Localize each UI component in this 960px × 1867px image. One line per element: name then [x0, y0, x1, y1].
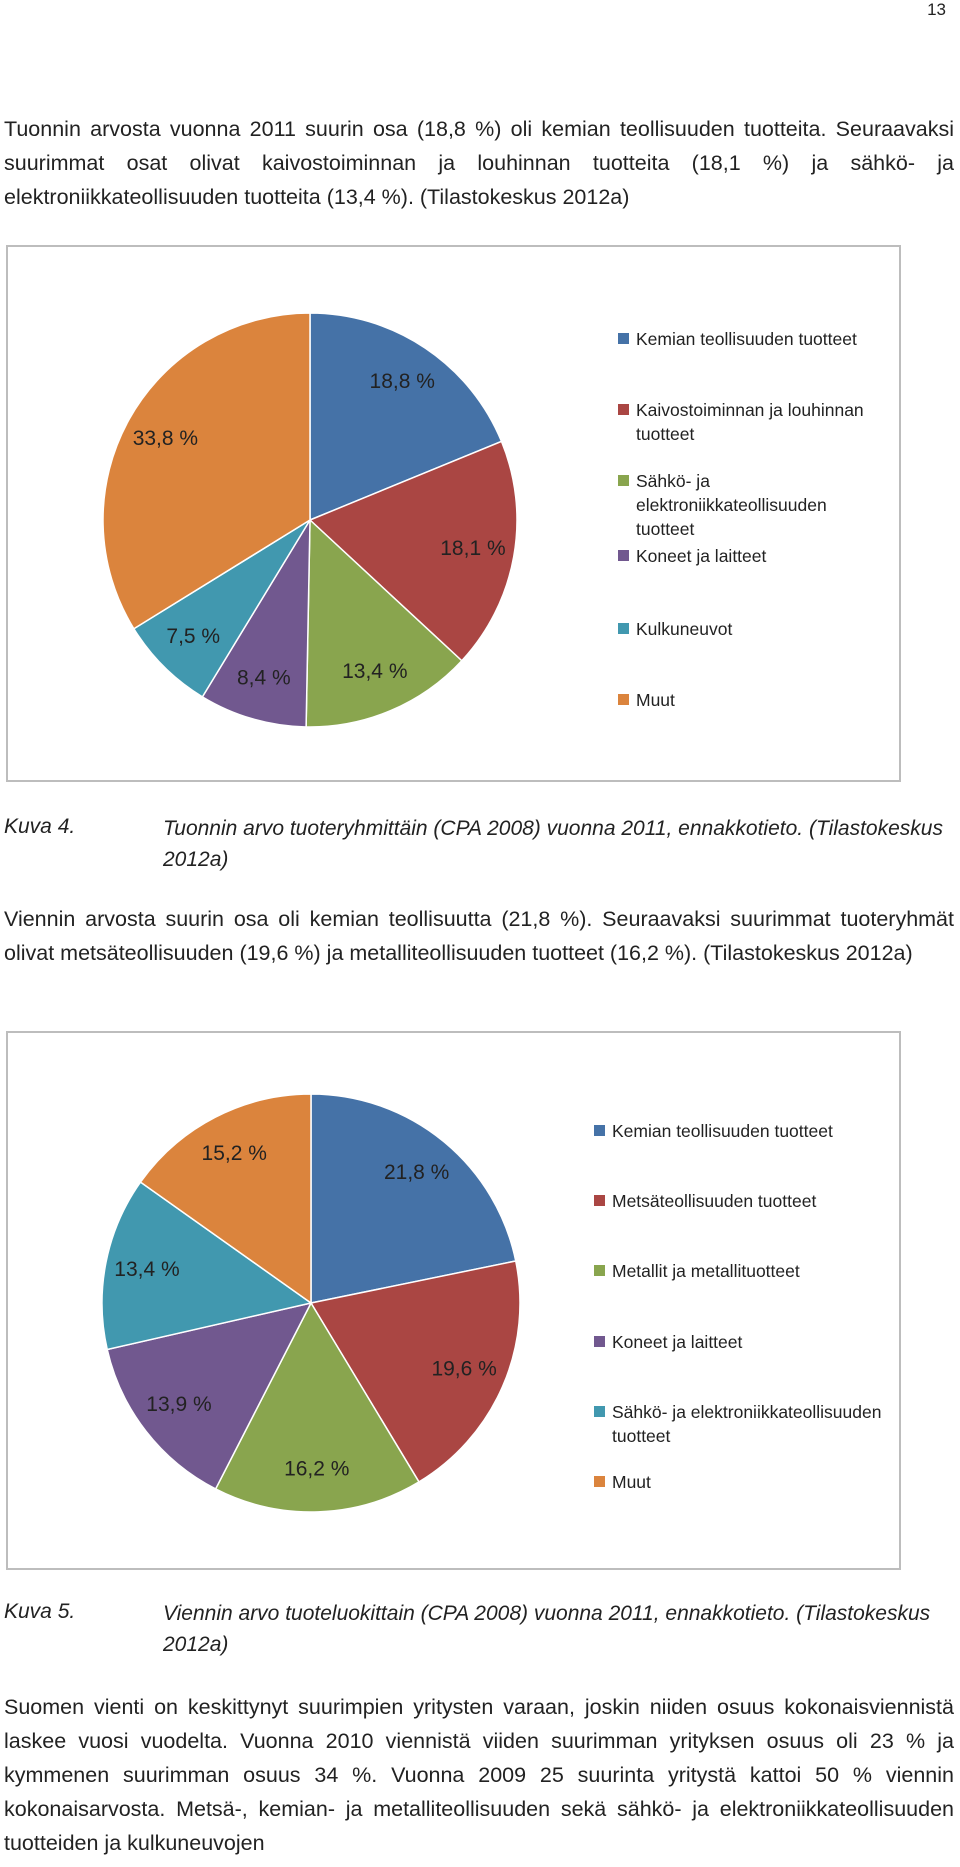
legend-swatch — [618, 623, 629, 634]
legend-swatch — [618, 333, 629, 344]
slice-label: 7,5 % — [166, 625, 220, 648]
legend-item: Metsäteollisuuden tuotteet — [594, 1189, 912, 1213]
slice-label: 18,1 % — [440, 537, 505, 560]
slice-label: 13,4 % — [114, 1258, 179, 1281]
pie-slice — [308, 440, 518, 662]
slice-label: 21,8 % — [384, 1161, 449, 1184]
legend-item: Kulkuneuvot — [618, 617, 871, 641]
slice-label: 18,8 % — [370, 370, 435, 393]
legend-item: Kemian teollisuuden tuotteet — [618, 327, 871, 351]
slice-label: 16,2 % — [284, 1458, 349, 1481]
legend-label: Sähkö- ja elektroniikkateollisuuden tuot… — [612, 1402, 882, 1446]
paragraph: Tuonnin arvosta vuonna 2011 suurin osa (… — [4, 117, 954, 209]
pie-slice — [106, 1301, 313, 1490]
legend-swatch — [594, 1476, 605, 1487]
legend-swatch — [594, 1125, 605, 1136]
pie-slice — [310, 1093, 517, 1304]
legend-swatch — [594, 1336, 605, 1347]
pie-slice — [132, 519, 311, 698]
legend-swatch — [594, 1406, 605, 1417]
legend-label: Metsäteollisuuden tuotteet — [612, 1191, 817, 1211]
legend-swatch — [594, 1265, 605, 1276]
legend-swatch — [618, 404, 629, 415]
legend-label: Metallit ja metallituotteet — [612, 1261, 800, 1281]
legend-label: Kulkuneuvot — [636, 619, 733, 639]
pie: 21,8 % 19,6 % 16,2 % 13,9 % 13,4 % 15,2 % — [101, 1093, 521, 1513]
caption-label: Kuva 4. — [4, 815, 76, 838]
legend-item: Kemian teollisuuden tuotteet — [594, 1119, 912, 1143]
pie-slice — [214, 1301, 421, 1513]
pie-slice — [139, 1093, 312, 1305]
page-number: 13 — [927, 0, 946, 19]
pie-slice — [101, 1181, 313, 1351]
pie-slice — [309, 312, 503, 522]
legend-label: Kemian teollisuuden tuotteet — [612, 1121, 833, 1141]
caption-text: Viennin arvo tuoteluokittain (CPA 2008) … — [163, 1602, 931, 1656]
legend-item: Metallit ja metallituotteet — [594, 1259, 912, 1283]
legend-label: Koneet ja laitteet — [636, 546, 767, 566]
pie-slice — [309, 1260, 521, 1483]
slice-label: 19,6 % — [431, 1358, 496, 1381]
slice-label: 33,8 % — [133, 427, 198, 450]
legend-label: Sähkö- ja elektroniikkateollisuuden tuot… — [636, 471, 827, 539]
legend-item: Koneet ja laitteet — [618, 544, 871, 568]
legend-item: Kaivostoiminnan ja louhinnan tuotteet — [618, 398, 871, 446]
caption-text: Tuonnin arvo tuoteryhmittäin (CPA 2008) … — [163, 817, 943, 871]
legend-label: Muut — [612, 1472, 651, 1492]
legend-swatch — [618, 550, 629, 561]
caption-label: Kuva 5. — [4, 1600, 76, 1623]
legend-item: Sähkö- ja elektroniikkateollisuuden tuot… — [594, 1400, 912, 1448]
slice-label: 13,9 % — [146, 1393, 211, 1416]
slice-label: 8,4 % — [237, 667, 291, 690]
legend-label: Koneet ja laitteet — [612, 1332, 743, 1352]
paragraph: Viennin arvosta suurin osa oli kemian te… — [4, 907, 954, 965]
legend-swatch — [618, 475, 629, 486]
chart: 21,8 % 19,6 % 16,2 % 13,9 % 13,4 % 15,2 % Kemi… — [6, 1031, 901, 1570]
legend-swatch — [618, 694, 629, 705]
legend-label: Muut — [636, 690, 675, 710]
legend-item: Koneet ja laitteet — [594, 1330, 912, 1354]
pie-slice — [201, 517, 311, 728]
pie-slice — [305, 518, 463, 728]
chart: 18,8 % 18,1 % 13,4 % 8,4 % 7,5 % 33,8 % Kemian… — [6, 245, 901, 782]
pie-slice — [102, 312, 311, 630]
paragraph: Suomen vienti on keskittynyt suurimpien … — [4, 1695, 954, 1855]
legend-label: Kaivostoiminnan ja louhinnan tuotteet — [636, 400, 864, 444]
legend-item: Muut — [618, 688, 871, 712]
pie: 18,8 % 18,1 % 13,4 % 8,4 % 7,5 % 33,8 % — [102, 312, 518, 728]
legend-item: Muut — [594, 1470, 912, 1494]
legend-swatch — [594, 1195, 605, 1206]
slice-label: 15,2 % — [202, 1142, 267, 1165]
legend-label: Kemian teollisuuden tuotteet — [636, 329, 857, 349]
slice-label: 13,4 % — [342, 660, 407, 683]
legend-item: Sähkö- ja elektroniikkateollisuuden tuot… — [618, 469, 871, 541]
